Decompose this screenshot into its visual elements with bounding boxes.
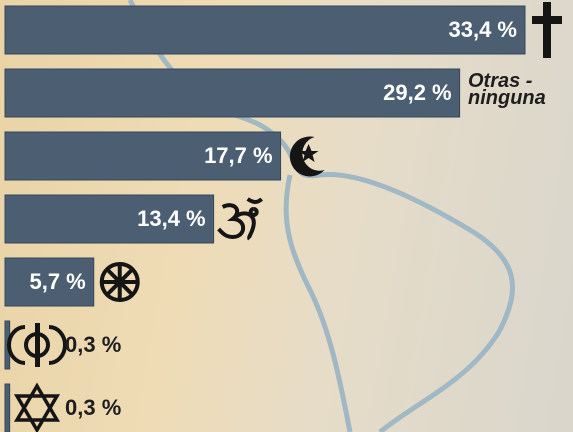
icon-part	[219, 199, 262, 239]
bar	[5, 6, 525, 54]
religion-icon	[219, 199, 262, 239]
value-label: 13,4 %	[137, 206, 206, 231]
icon-part	[35, 323, 40, 367]
infographic: 33,4 %29,2 %17,7 %13,4 %5,7 %0,3 %0,3 % …	[0, 0, 573, 432]
value-label: 0,3 %	[65, 395, 121, 420]
icon-part	[532, 16, 562, 24]
value-label: 17,7 %	[204, 143, 273, 168]
value-label: 29,2 %	[383, 80, 452, 105]
category-label: Otras - ninguna	[468, 73, 573, 107]
value-label: 5,7 %	[29, 269, 85, 294]
religion-icon	[290, 136, 325, 176]
value-label: 0,3 %	[65, 332, 121, 357]
value-label: 33,4 %	[449, 17, 518, 42]
religion-icon	[532, 2, 562, 58]
icon-part	[17, 386, 57, 430]
religion-icon	[102, 264, 138, 300]
chart: 33,4 % 29,2 % 17,7 % 13,4 % 5,7 % 0,3 % 0,3 %	[0, 0, 573, 432]
religion-icon	[9, 323, 65, 367]
religion-icon	[17, 386, 57, 430]
icon-part	[543, 2, 551, 58]
bar	[5, 384, 10, 432]
